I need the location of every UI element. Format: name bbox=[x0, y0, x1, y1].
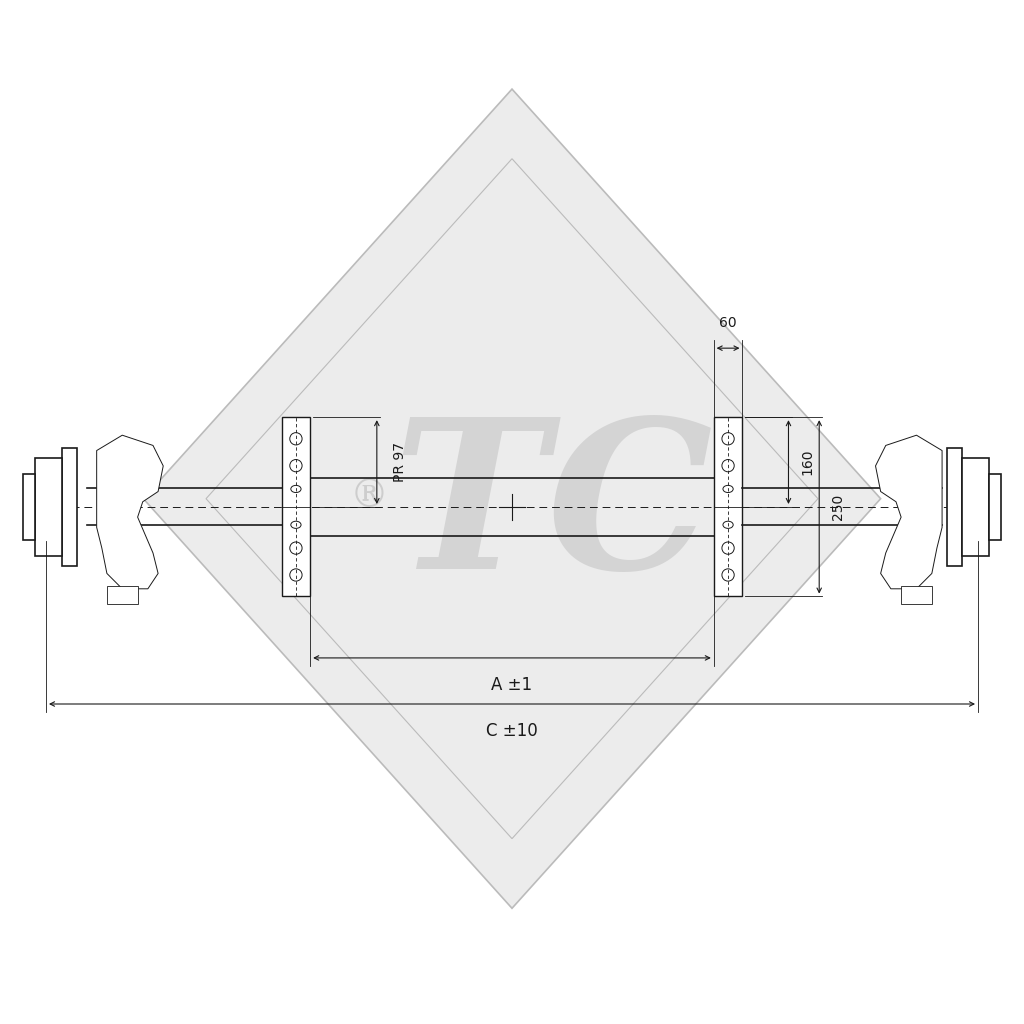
Text: 250: 250 bbox=[831, 494, 846, 520]
Bar bbox=[106, 586, 137, 604]
Bar bbox=[35, 459, 62, 555]
Text: C ±10: C ±10 bbox=[486, 723, 538, 740]
Text: 60: 60 bbox=[719, 315, 737, 330]
Text: ®: ® bbox=[349, 478, 388, 515]
Polygon shape bbox=[96, 435, 163, 589]
Bar bbox=[62, 449, 77, 565]
Bar bbox=[989, 473, 1001, 541]
Text: A ±1: A ±1 bbox=[492, 677, 532, 694]
Text: PR 97: PR 97 bbox=[393, 442, 408, 482]
Bar bbox=[962, 459, 989, 555]
Polygon shape bbox=[206, 159, 818, 839]
Text: TC: TC bbox=[392, 412, 714, 612]
Bar bbox=[23, 473, 35, 541]
Polygon shape bbox=[143, 89, 881, 908]
Bar bbox=[901, 586, 932, 604]
Polygon shape bbox=[876, 435, 942, 589]
Bar bbox=[714, 418, 742, 596]
Bar bbox=[947, 449, 962, 565]
Text: 160: 160 bbox=[801, 449, 815, 475]
Bar bbox=[282, 418, 310, 596]
